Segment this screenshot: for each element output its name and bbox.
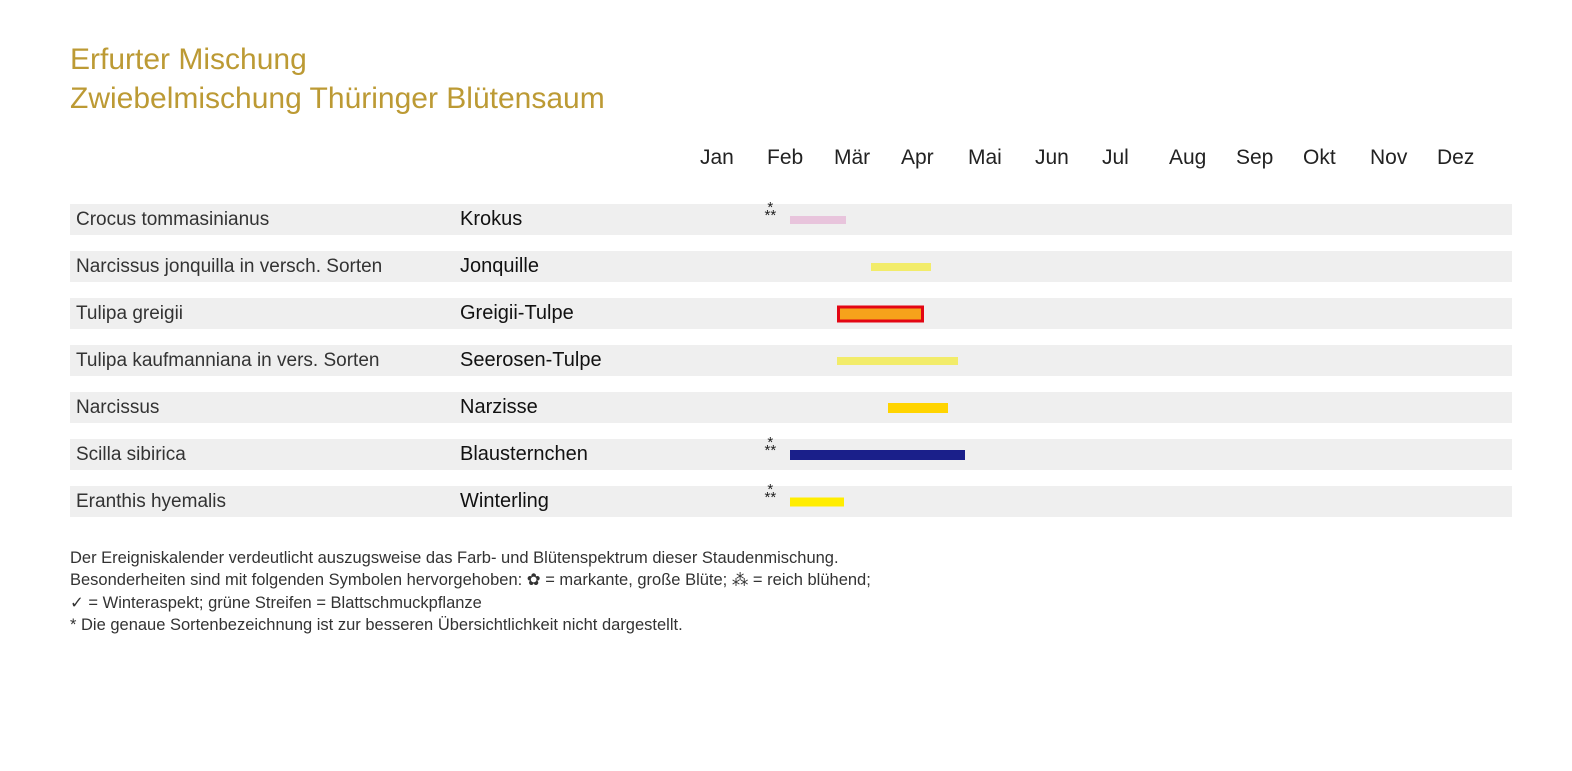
plant-row: NarcissusNarzisse xyxy=(70,392,1512,423)
common-name: Greigii-Tulpe xyxy=(460,302,700,325)
title-line-2: Zwiebelmischung Thüringer Blütensaum xyxy=(70,82,605,115)
timeline xyxy=(700,298,1512,329)
bloom-bar xyxy=(837,357,958,365)
month-header: JanFebMärAprMaiJunJulAugSepOktNovDez xyxy=(70,146,1512,170)
month-label: Jan xyxy=(700,146,767,170)
month-label: Jun xyxy=(1035,146,1102,170)
month-label: Aug xyxy=(1169,146,1236,170)
bloom-bar xyxy=(790,216,846,224)
timeline xyxy=(700,392,1512,423)
bloom-chart: JanFebMärAprMaiJunJulAugSepOktNovDez Cro… xyxy=(70,146,1512,517)
timeline: *** xyxy=(700,486,1512,517)
legend-line: Besonderheiten sind mit folgenden Symbol… xyxy=(70,569,1512,591)
legend-line: * Die genaue Sortenbezeichnung ist zur b… xyxy=(70,614,1512,636)
rich-bloom-icon: *** xyxy=(761,439,779,456)
plant-row: Eranthis hyemalisWinterling *** xyxy=(70,486,1512,517)
latin-name: Crocus tommasinianus xyxy=(70,209,460,231)
bloom-bar xyxy=(837,305,924,322)
month-label: Dez xyxy=(1437,146,1504,170)
month-label: Jul xyxy=(1102,146,1169,170)
rich-bloom-icon: *** xyxy=(761,204,779,221)
common-name: Winterling xyxy=(460,490,700,513)
chart-rows: Crocus tommasinianusKrokus *** Narcissus j… xyxy=(70,204,1512,517)
latin-name: Narcissus xyxy=(70,397,460,419)
month-label: Mär xyxy=(834,146,901,170)
common-name: Seerosen-Tulpe xyxy=(460,349,700,372)
month-label: Feb xyxy=(767,146,834,170)
legend-line: ✓ = Winteraspekt; grüne Streifen = Blatt… xyxy=(70,592,1512,614)
bloom-bar xyxy=(790,450,964,460)
month-label: Apr xyxy=(901,146,968,170)
latin-name: Scilla sibirica xyxy=(70,444,460,466)
latin-name: Eranthis hyemalis xyxy=(70,491,460,513)
timeline: *** xyxy=(700,204,1512,235)
common-name: Narzisse xyxy=(460,396,700,419)
common-name: Jonquille xyxy=(460,255,700,278)
rich-bloom-icon: *** xyxy=(761,486,779,503)
month-label: Okt xyxy=(1303,146,1370,170)
timeline xyxy=(700,345,1512,376)
plant-row: Crocus tommasinianusKrokus *** xyxy=(70,204,1512,235)
latin-name: Narcissus jonquilla in versch. Sorten xyxy=(70,256,460,278)
title-line-1: Erfurter Mischung xyxy=(70,43,307,76)
latin-name: Tulipa greigii xyxy=(70,303,460,325)
plant-row: Scilla sibiricaBlausternchen *** xyxy=(70,439,1512,470)
legend-line: Der Ereigniskalender verdeutlicht auszug… xyxy=(70,547,1512,569)
timeline xyxy=(700,251,1512,282)
page-title: Erfurter Mischung Zwiebelmischung Thürin… xyxy=(70,40,1512,118)
latin-name: Tulipa kaufmanniana in vers. Sorten xyxy=(70,350,460,372)
plant-row: Tulipa kaufmanniana in vers. SortenSeero… xyxy=(70,345,1512,376)
bloom-bar xyxy=(790,497,844,506)
timeline: *** xyxy=(700,439,1512,470)
month-label: Mai xyxy=(968,146,1035,170)
common-name: Blausternchen xyxy=(460,443,700,466)
month-label: Sep xyxy=(1236,146,1303,170)
bloom-bar xyxy=(871,263,931,271)
month-label: Nov xyxy=(1370,146,1437,170)
plant-row: Narcissus jonquilla in versch. SortenJon… xyxy=(70,251,1512,282)
legend: Der Ereigniskalender verdeutlicht auszug… xyxy=(70,547,1512,636)
bloom-bar xyxy=(888,403,948,413)
plant-row: Tulipa greigiiGreigii-Tulpe xyxy=(70,298,1512,329)
common-name: Krokus xyxy=(460,208,700,231)
